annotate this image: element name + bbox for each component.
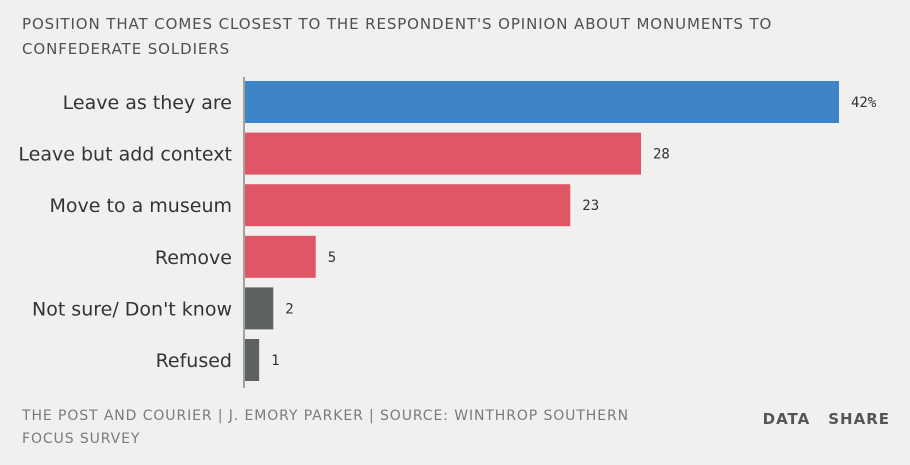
data-button[interactable]: DATA xyxy=(762,410,811,428)
share-button[interactable]: SHARE xyxy=(828,410,890,428)
chart-title: POSITION THAT COMES CLOSEST TO THE RESPO… xyxy=(22,15,773,58)
bar-leave-but-add-context xyxy=(245,132,641,175)
value-label-leave-but-add-context: 28 xyxy=(653,147,670,163)
value-label-remove: 5 xyxy=(328,250,336,266)
bar-not-sure-don-t-know xyxy=(245,287,274,330)
category-label-move-to-a-museum: Move to a museum xyxy=(50,195,232,217)
bar-leave-as-they-are xyxy=(245,81,839,123)
bar-move-to-a-museum xyxy=(245,184,571,227)
bar-refused xyxy=(245,339,260,381)
category-label-refused: Refused xyxy=(156,350,232,372)
bar-chart: Leave as they are 42% Leave but add contex… xyxy=(18,77,877,388)
footer-actions: DATA SHARE xyxy=(763,410,890,428)
source-credit: THE POST AND COURIER | J. EMORY PARKER |… xyxy=(22,408,629,447)
value-label-refused: 1 xyxy=(271,353,279,369)
value-label-leave-as-they-are: 42% xyxy=(851,95,877,111)
value-label-move-to-a-museum: 23 xyxy=(582,198,599,214)
bar-remove xyxy=(245,235,316,278)
category-label-not-sure-don-t-know: Not sure/ Don't know xyxy=(32,298,232,320)
category-label-leave-but-add-context: Leave but add context xyxy=(18,144,232,166)
category-label-leave-as-they-are: Leave as they are xyxy=(63,92,232,114)
category-label-remove: Remove xyxy=(155,247,232,269)
value-label-not-sure-don-t-know: 2 xyxy=(285,301,293,317)
